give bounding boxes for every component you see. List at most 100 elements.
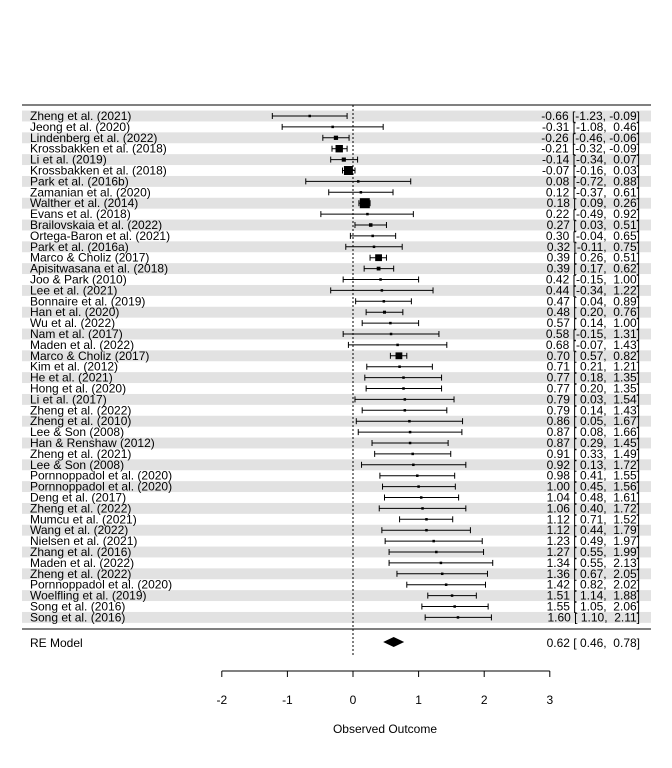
- effect-text: -0.14 [-0.34, 0.07]: [542, 153, 640, 167]
- point-estimate: [335, 145, 343, 153]
- effect-text: 1.27 [ 0.55, 1.99]: [547, 545, 640, 559]
- study-row: Krossbakken et al. (2018) -0.21 [-0.32, -…: [30, 142, 640, 156]
- effect-text: 0.98 [ 0.41, 1.55]: [547, 469, 640, 483]
- effect-text: -0.21 [-0.32, -0.09]: [541, 142, 640, 156]
- study-label: Ortega-Baron et al. (2021): [30, 229, 170, 243]
- study-label: Wu et al. (2022): [30, 316, 115, 330]
- effect-text: 0.79 [ 0.03, 1.54]: [547, 392, 640, 406]
- effect-text: 0.77 [ 0.20, 1.35]: [547, 382, 640, 396]
- x-tick-label: -2: [216, 693, 227, 707]
- effect-text: -0.31 [-1.08, 0.46]: [542, 120, 640, 134]
- study-label: Li et al. (2017): [30, 392, 107, 406]
- study-label: Lindenberg et al. (2022): [30, 131, 157, 145]
- effect-text: 0.32 [-0.11, 0.75]: [547, 240, 640, 254]
- point-estimate: [331, 125, 334, 129]
- row-stripe: [22, 590, 651, 602]
- row-stripe: [22, 524, 651, 536]
- point-estimate: [343, 166, 353, 175]
- row-stripe: [22, 611, 651, 623]
- point-estimate: [416, 474, 419, 477]
- study-label: He et al. (2021): [30, 371, 113, 385]
- point-estimate: [408, 430, 412, 434]
- point-estimate: [412, 463, 415, 467]
- effect-text: 0.87 [ 0.08, 1.66]: [547, 425, 640, 439]
- study-label: Li et al. (2019): [30, 153, 107, 167]
- effect-text: 1.55 [ 1.05, 2.06]: [547, 600, 640, 614]
- row-stripe: [22, 372, 651, 384]
- point-estimate: [402, 376, 405, 379]
- study-label: Bonnaire et al. (2019): [30, 294, 145, 308]
- study-label: Krossbakken et al. (2018): [30, 142, 167, 156]
- point-estimate: [403, 409, 407, 412]
- study-row: Krossbakken et al. (2018) -0.07 [-0.16, 0…: [30, 164, 640, 178]
- effect-text: 0.39 [ 0.17, 0.62]: [547, 262, 640, 276]
- point-estimate: [403, 398, 407, 401]
- effect-text: 1.36 [ 0.67, 2.05]: [547, 567, 640, 581]
- study-row: Hong et al. (2020) 0.77 [ 0.20, 1.35]: [30, 382, 640, 396]
- study-label: Song et al. (2016): [30, 610, 125, 624]
- study-row: Zheng et al. (2022) 1.36 [ 0.67, 2.05]: [30, 567, 640, 581]
- study-row: Apisitwasana et al. (2018) 0.39 [ 0.17, 0…: [30, 262, 640, 276]
- study-row: Jeong et al. (2020) -0.31 [-1.08, 0.46]: [30, 120, 640, 134]
- study-label: Krossbakken et al. (2018): [30, 164, 167, 178]
- effect-text: 0.44 [-0.34, 1.22]: [546, 283, 640, 297]
- effect-text: 0.47 [ 0.04, 0.89]: [547, 294, 640, 308]
- study-label: Zhang et al. (2016): [30, 545, 131, 559]
- study-label: Lee & Son (2008): [30, 458, 124, 472]
- study-label: Deng et al. (2017): [30, 491, 126, 505]
- study-label: Woelfling et al. (2019): [30, 589, 147, 603]
- study-row: Woelfling et al. (2019) 1.51 [ 1.14, 1.88…: [30, 589, 640, 603]
- point-estimate: [435, 550, 438, 554]
- study-row: Li et al. (2019) -0.14 [-0.34, 0.07]: [30, 153, 640, 167]
- effect-text: 1.42 [ 0.82, 2.02]: [547, 578, 640, 592]
- study-label: Maden et al. (2022): [30, 338, 134, 352]
- study-row: Park et al. (2016a) 0.32 [-0.11, 0.75]: [30, 240, 640, 254]
- study-label: Apisitwasana et al. (2018): [30, 262, 168, 276]
- study-row: Bonnaire et al. (2019) 0.47 [ 0.04, 0.89]: [30, 294, 640, 308]
- effect-text: 0.86 [ 0.05, 1.67]: [547, 414, 640, 428]
- study-label: Joo & Park (2010): [30, 273, 127, 287]
- row-stripe: [22, 197, 651, 209]
- row-stripe: [22, 415, 651, 427]
- study-row: Han & Renshaw (2012) 0.87 [ 0.29, 1.45]: [30, 436, 640, 450]
- study-label: Nam et al. (2017): [30, 327, 123, 341]
- study-row: Maden et al. (2022) 1.34 [ 0.55, 2.13]: [30, 556, 640, 570]
- row-stripe: [22, 219, 651, 231]
- point-estimate: [450, 594, 454, 597]
- study-label: Pornnoppadol et al. (2020): [30, 578, 172, 592]
- effect-text: 1.12 [ 0.71, 1.52]: [547, 512, 640, 526]
- study-label: Evans et al. (2018): [30, 207, 131, 221]
- row-stripe: [22, 263, 651, 275]
- effect-text: 1.00 [ 0.45, 1.56]: [547, 480, 640, 494]
- study-label: Park et al. (2016a): [30, 240, 129, 254]
- study-label: Marco & Choliz (2017): [30, 251, 149, 265]
- study-row: Brailovskaia et al. (2022) 0.27 [ 0.03, 0…: [30, 218, 640, 232]
- study-label: Zheng et al. (2022): [30, 403, 131, 417]
- effect-text: 0.91 [ 0.33, 1.49]: [547, 447, 640, 461]
- point-estimate: [359, 198, 370, 209]
- study-label: Park et al. (2016b): [30, 174, 129, 188]
- point-estimate: [376, 266, 381, 271]
- effect-text: -0.07 [-0.16, 0.03]: [542, 164, 640, 178]
- x-axis-ticks: -2 -1 0 1 2 3: [216, 671, 553, 707]
- row-stripe: [22, 306, 651, 318]
- study-label: Pornnoppadol et al. (2020): [30, 469, 172, 483]
- effect-text: 0.42 [-0.15, 1.00]: [546, 273, 640, 287]
- row-stripe: [22, 459, 651, 471]
- row-stripe: [22, 546, 651, 558]
- row-stripe: [22, 393, 651, 405]
- effect-text: 0.12 [-0.37, 0.61]: [546, 185, 640, 199]
- effect-text: 0.79 [ 0.14, 1.43]: [547, 403, 640, 417]
- study-label: Hong et al. (2020): [30, 382, 126, 396]
- row-stripe: [22, 481, 651, 493]
- point-estimate: [408, 419, 411, 423]
- effect-text: 0.27 [ 0.03, 0.51]: [547, 218, 640, 232]
- study-row: Zheng et al. (2010) 0.86 [ 0.05, 1.67]: [30, 414, 640, 428]
- study-row: Joo & Park (2010) 0.42 [-0.15, 1.00]: [30, 273, 640, 287]
- point-estimate: [389, 321, 392, 325]
- study-row: Nam et al. (2017) 0.58 [-0.15, 1.31]: [30, 327, 640, 341]
- point-estimate: [432, 539, 435, 543]
- study-row: Ortega-Baron et al. (2021) 0.30 [-0.04, 0…: [30, 229, 640, 243]
- point-estimate: [421, 507, 424, 510]
